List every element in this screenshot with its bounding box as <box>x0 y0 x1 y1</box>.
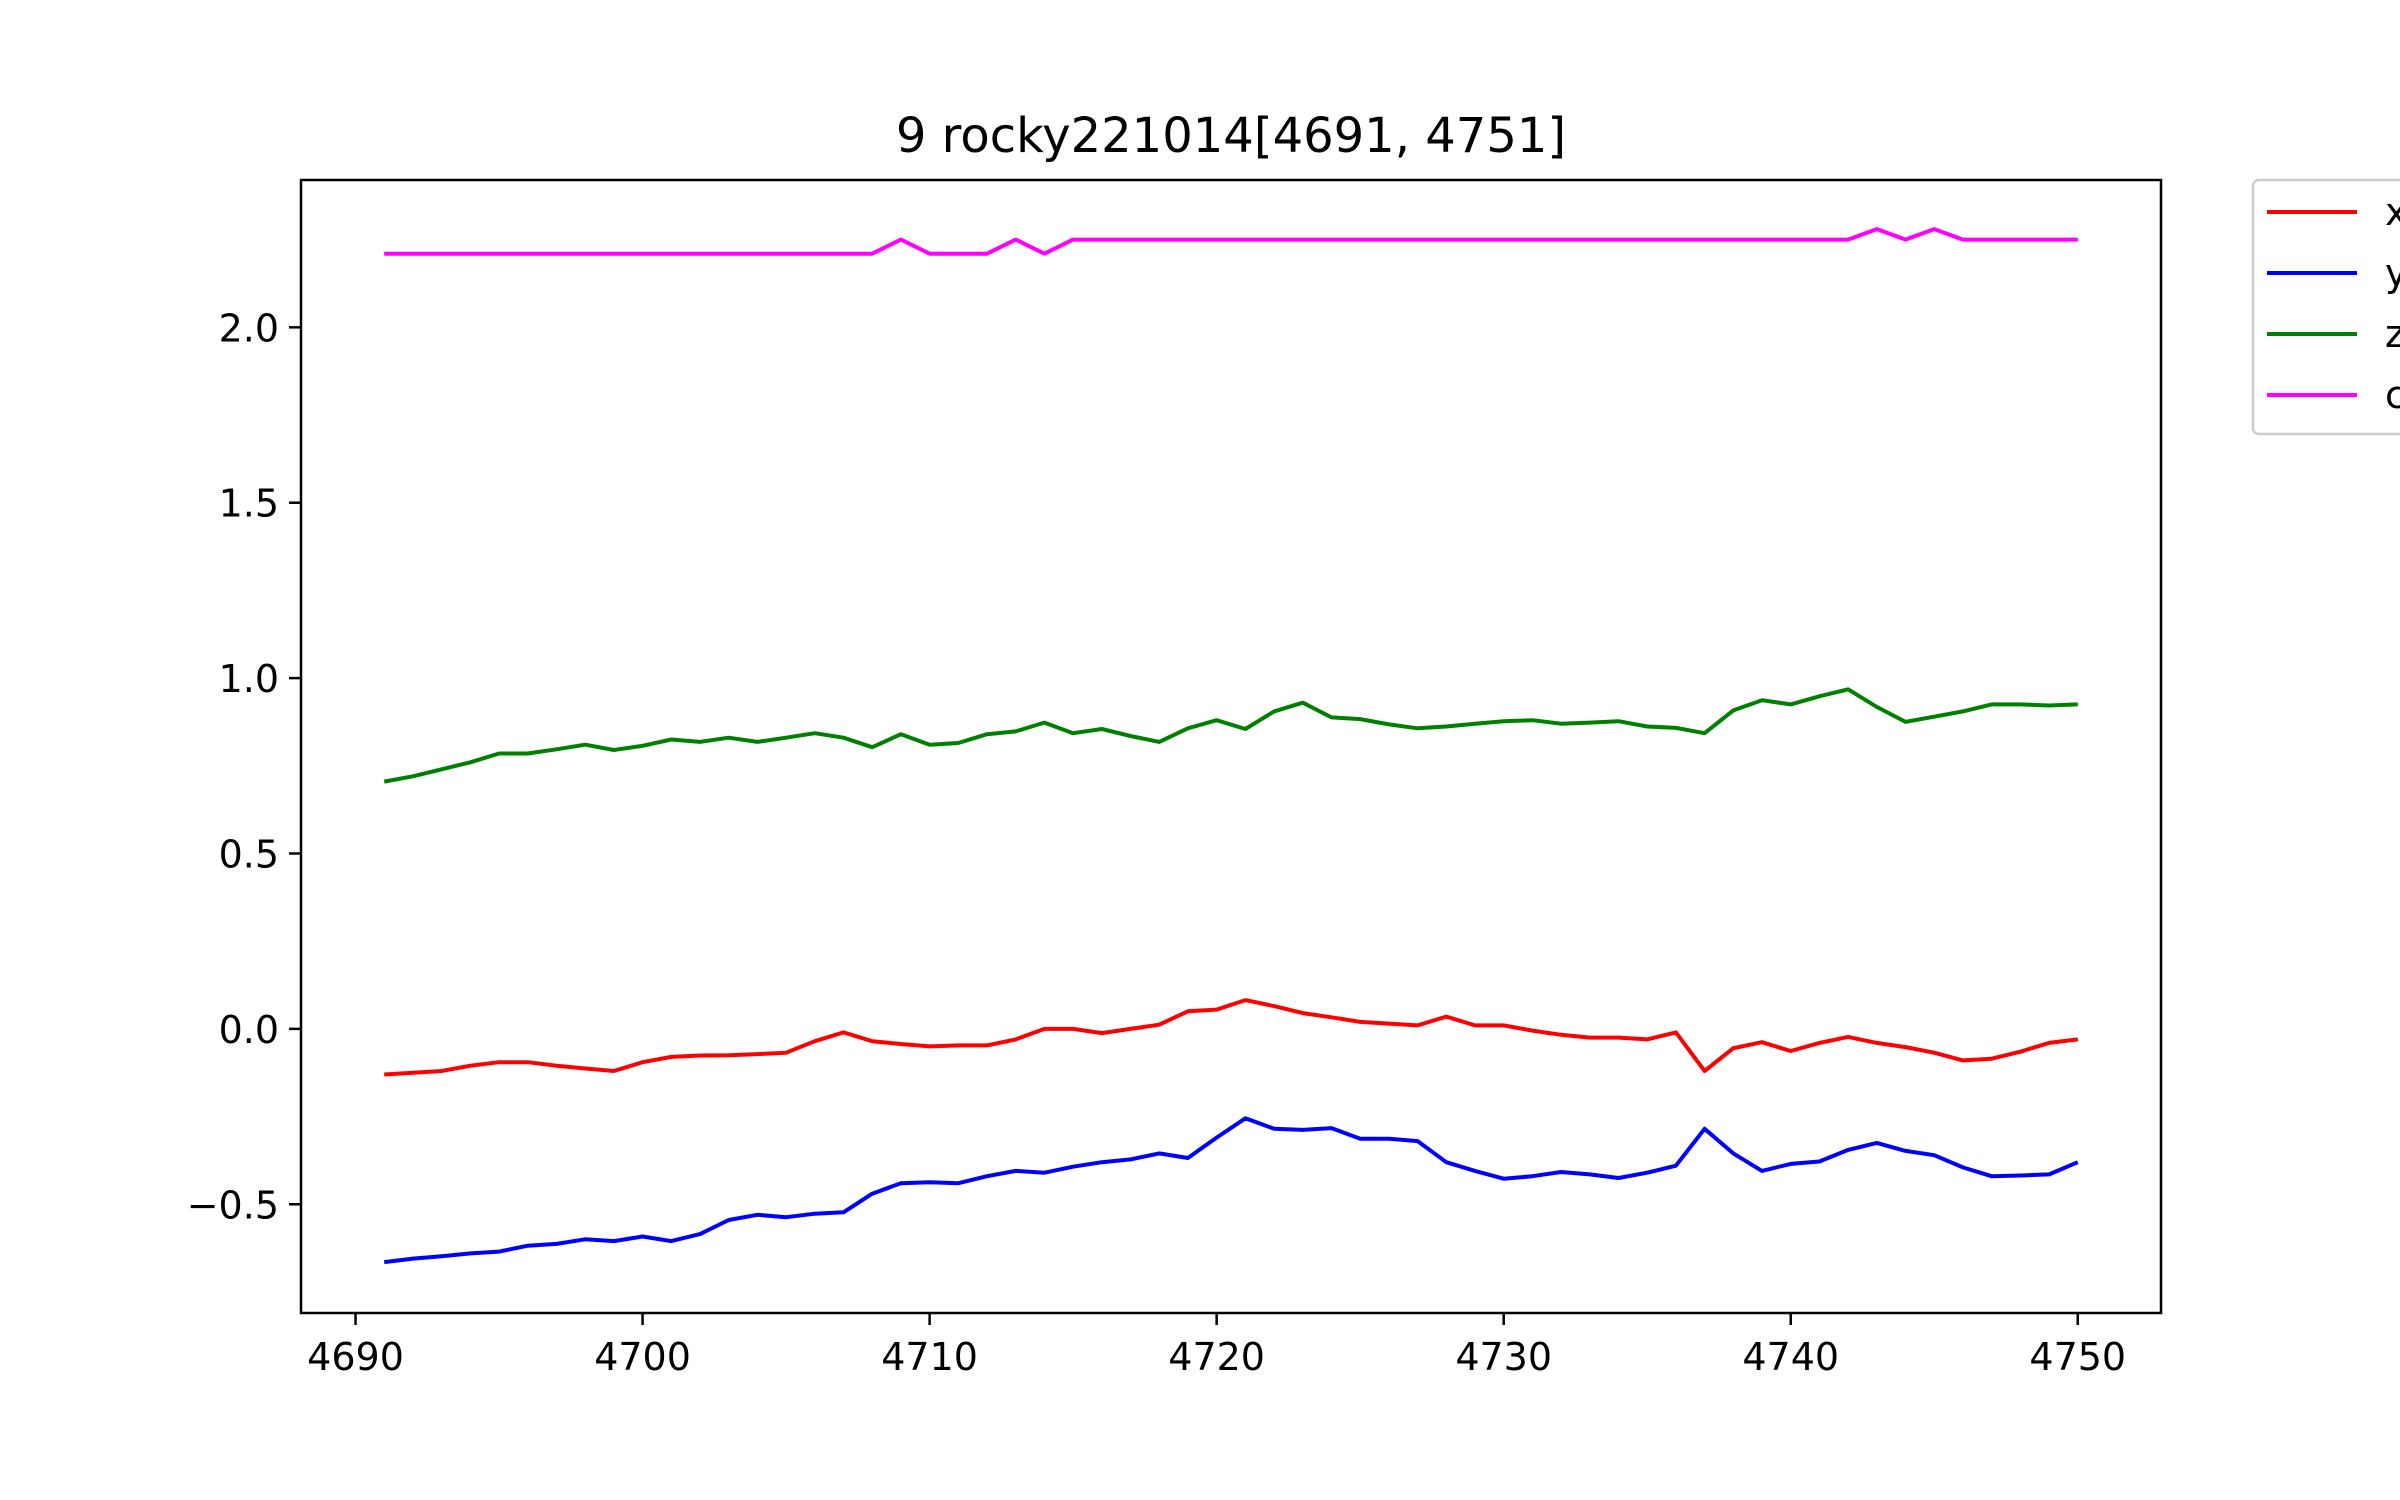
series-line-z <box>383 687 2078 784</box>
legend-box <box>2251 178 2400 436</box>
legend-label-z: z <box>2385 312 2400 356</box>
y-tick-label: 1.5 <box>219 482 279 526</box>
y-tick-label: 0.5 <box>219 832 279 876</box>
x-tick-label: 4730 <box>1455 1335 1552 1379</box>
plot-area-frame <box>299 178 2163 1315</box>
y-tick-label: −0.5 <box>187 1183 279 1227</box>
y-tick-label: 2.0 <box>219 306 279 350</box>
y-tick-label: 1.0 <box>219 657 279 701</box>
y-tick-label: 0.0 <box>219 1008 279 1052</box>
legend-label-x: x <box>2385 190 2400 234</box>
x-tick-label: 4700 <box>594 1335 691 1379</box>
x-tick-label: 4710 <box>881 1335 978 1379</box>
series-line-c <box>384 227 2078 256</box>
series-line-x <box>384 998 2079 1077</box>
x-tick-label: 4690 <box>307 1335 404 1379</box>
x-tick-label: 4720 <box>1168 1335 1265 1379</box>
x-tick-label: 4750 <box>2029 1335 2126 1379</box>
x-tick-label: 4740 <box>1742 1335 1839 1379</box>
chart-title: 9 rocky221014[4691, 4751] <box>896 108 1566 164</box>
series-layer <box>383 227 2079 1265</box>
legend-label-c: c <box>2385 373 2400 417</box>
legend-label-y: y <box>2385 251 2400 295</box>
y-axis: −0.5 0.0 0.5 1.0 1.5 2.0 <box>187 306 301 1227</box>
series-line-y <box>383 1116 2079 1265</box>
x-axis: 4690 4700 4710 4720 4730 4740 4750 <box>307 1313 2126 1379</box>
